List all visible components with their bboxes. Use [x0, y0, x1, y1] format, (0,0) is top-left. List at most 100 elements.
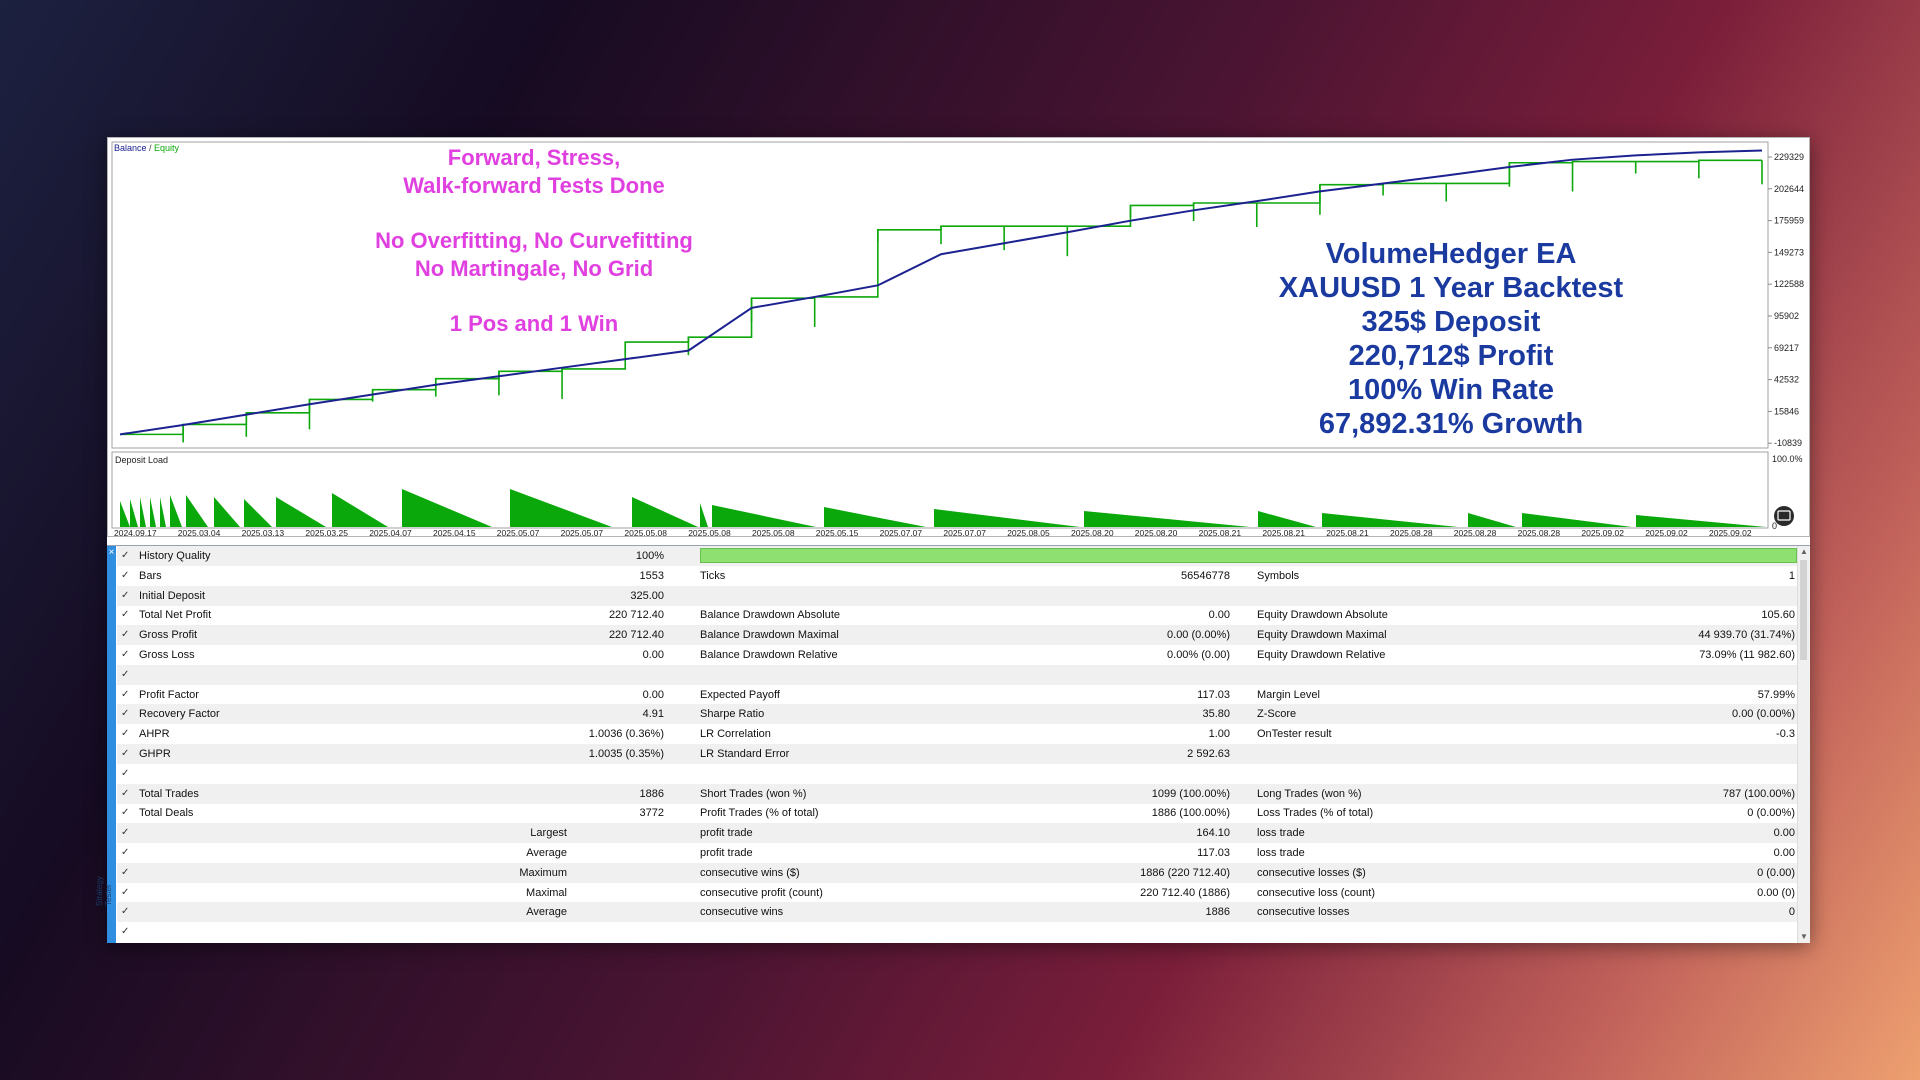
table-row: ✓ Gross Loss 0.00 Balance Drawdown Relative…: [117, 645, 1797, 665]
check-icon[interactable]: ✓: [121, 807, 130, 819]
balance-equity-chart-panel: 229329 202644 175959 149273 122588 95902 69217…: [107, 137, 1810, 538]
stat-label: consecutive profit (count): [700, 886, 823, 899]
stat-label: Average: [526, 847, 567, 859]
deposit-load-max-label: 100.0%: [1772, 454, 1803, 464]
deposit-load-bar: [276, 497, 326, 527]
check-icon[interactable]: ✓: [121, 708, 130, 720]
stat-value: 0.00 (0.00%): [1732, 708, 1795, 721]
stat-value: 0.00: [1208, 609, 1230, 622]
stat-value: 56546778: [1181, 569, 1230, 582]
x-tick-label: 2025.05.07: [561, 528, 604, 538]
stat-value: 1886 (100.00%): [1151, 807, 1230, 820]
check-icon[interactable]: ✓: [121, 609, 130, 621]
stat-label: Total Trades: [139, 787, 199, 800]
scroll-down-icon[interactable]: ▼: [1800, 932, 1808, 941]
x-tick-label: 2025.03.13: [242, 528, 285, 538]
stat-value: 0.00: [1773, 847, 1795, 859]
check-icon[interactable]: ✓: [121, 866, 130, 878]
table-row: ✓: [117, 664, 1797, 685]
stat-value: 3772: [639, 807, 664, 820]
scrollbar-thumb[interactable]: [1800, 560, 1807, 660]
deposit-load-bar: [402, 489, 492, 527]
check-icon[interactable]: ✓: [121, 906, 130, 918]
check-icon[interactable]: ✓: [121, 827, 130, 839]
stat-value: 57.99%: [1757, 688, 1795, 701]
stat-value: 100%: [635, 550, 664, 562]
balance-series-line: [119, 149, 1763, 436]
check-icon[interactable]: ✓: [121, 767, 130, 779]
stat-value: 105.60: [1761, 609, 1795, 622]
stat-value: 0.00: [1773, 827, 1795, 840]
check-icon[interactable]: ✓: [121, 550, 130, 561]
deposit-load-bar: [700, 503, 708, 527]
stat-value: 44 939.70 (31.74%): [1698, 629, 1795, 642]
y-tick-label: 15846: [1774, 406, 1799, 416]
overlay-left-line2: Walk-forward Tests Done: [403, 173, 665, 198]
check-icon[interactable]: ✓: [121, 847, 130, 858]
stat-label: Symbols: [1257, 569, 1300, 582]
stat-label: consecutive loss (count): [1257, 886, 1375, 899]
x-tick-label: 2025.04.07: [369, 528, 412, 538]
y-tick-label: 149273: [1774, 247, 1804, 257]
chart-legend: Balance / Equity: [114, 143, 180, 153]
x-tick-label: 2025.05.07: [497, 528, 540, 538]
x-tick-label: 2025.04.15: [433, 528, 476, 538]
stat-value: 1.0036 (0.36%): [588, 728, 664, 741]
stat-value: 0.00: [642, 688, 664, 701]
x-tick-label: 2025.08.21: [1326, 528, 1369, 538]
check-icon[interactable]: ✓: [121, 748, 130, 759]
deposit-load-bar: [244, 499, 272, 527]
deposit-load-bar: [160, 497, 166, 527]
table-row: ✓: [117, 922, 1797, 942]
scroll-up-icon[interactable]: ▲: [1800, 547, 1808, 556]
check-icon[interactable]: ✓: [121, 629, 130, 641]
check-icon[interactable]: ✓: [121, 728, 130, 740]
check-icon[interactable]: ✓: [121, 589, 130, 601]
deposit-load-bar: [510, 489, 612, 527]
table-row: ✓ Bars 1553 Ticks 56546778 Symbols 1: [117, 566, 1797, 586]
x-tick-label: 2025.05.15: [816, 528, 859, 538]
check-icon[interactable]: ✓: [121, 688, 130, 700]
stat-value: 1886 (220 712.40): [1140, 866, 1230, 879]
deposit-load-bar: [1636, 515, 1766, 527]
x-tick-label: 2025.08.21: [1262, 528, 1305, 538]
stat-label: History Quality: [139, 550, 211, 562]
vertical-scrollbar[interactable]: ▲ ▼: [1797, 546, 1810, 943]
stat-value: 117.03: [1197, 847, 1230, 859]
check-icon[interactable]: ✓: [121, 649, 130, 660]
x-tick-label: 2025.07.07: [880, 528, 923, 538]
stat-value: 0.00: [642, 649, 664, 661]
stat-value: 1: [1788, 569, 1795, 582]
deposit-load-bar: [332, 493, 388, 527]
deposit-load-bar: [1522, 513, 1632, 527]
deposit-load-bar: [170, 495, 182, 527]
check-icon[interactable]: ✓: [121, 668, 130, 680]
table-row: ✓ GHPR 1.0035 (0.35%) LR Standard Error 2 59…: [117, 744, 1797, 764]
stat-value: 0: [1788, 906, 1795, 919]
screenshot-icon[interactable]: [1774, 506, 1794, 526]
x-tick-label: 2025.08.28: [1454, 528, 1497, 538]
overlay-right-line4: 220,712$ Profit: [1348, 340, 1554, 372]
deposit-load-bar: [150, 497, 156, 527]
check-icon[interactable]: ✓: [121, 787, 130, 799]
stat-value: 787 (100.00%): [1722, 787, 1795, 800]
deposit-load-bar: [632, 497, 698, 527]
check-icon[interactable]: ✓: [121, 569, 130, 581]
stat-label: consecutive wins: [700, 906, 784, 919]
stat-value: 4.91: [642, 708, 664, 721]
stat-value: 35.80: [1202, 708, 1230, 721]
check-icon[interactable]: ✓: [121, 926, 130, 938]
stat-label: Z-Score: [1257, 708, 1297, 721]
overlay-left-line4: No Martingale, No Grid: [414, 256, 654, 281]
tester-side-label: Strategy Tester: [95, 876, 113, 906]
stat-label: Expected Payoff: [700, 688, 780, 701]
stat-value: 0 (0.00): [1757, 866, 1795, 879]
stat-value: 1.00: [1208, 728, 1230, 741]
overlay-left-line5: 1 Pos and 1 Win: [449, 311, 619, 336]
check-icon[interactable]: ✓: [121, 886, 130, 898]
x-tick-label: 2025.08.20: [1135, 528, 1178, 538]
x-tick-label: 2025.05.08: [624, 528, 667, 538]
stat-label: Maximum: [519, 866, 567, 879]
close-icon[interactable]: ×: [108, 547, 115, 558]
deposit-load-bar: [1084, 511, 1250, 527]
